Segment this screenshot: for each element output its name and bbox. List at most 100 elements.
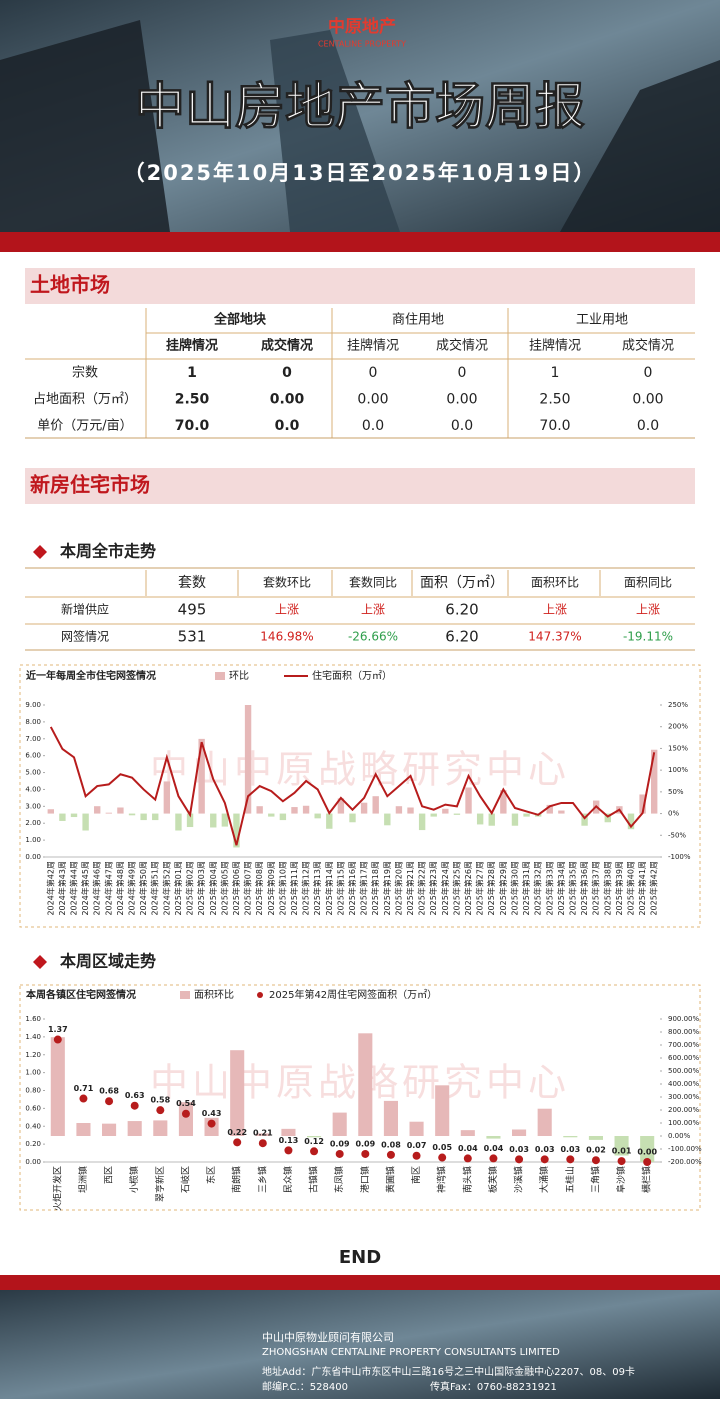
y2-tick-label: 200.00% xyxy=(668,1106,699,1114)
data-label: 0.63 xyxy=(125,1091,145,1100)
cell: 0.00 xyxy=(270,392,305,408)
cell: 70.0 xyxy=(175,418,210,434)
col-header: 面积同比 xyxy=(624,576,672,590)
bar xyxy=(460,1130,475,1136)
x-tick-label: 小榄镇 xyxy=(128,1166,140,1193)
dot xyxy=(310,1147,319,1156)
y2-tick-label: 800.00% xyxy=(668,1028,699,1036)
x-tick-label: 东凤镇 xyxy=(333,1166,345,1193)
dot xyxy=(284,1146,293,1155)
data-label: 0.01 xyxy=(612,1147,632,1156)
cell: 531 xyxy=(178,628,207,646)
cell: 0.0 xyxy=(362,418,384,434)
col-header: 套数 xyxy=(178,575,206,591)
x-tick-label: 2025年第22周 xyxy=(417,861,427,916)
x-tick-label: 2025年第40周 xyxy=(625,861,635,916)
sub-header: 成交情况 xyxy=(622,338,674,354)
data-label: 0.13 xyxy=(279,1136,299,1145)
bar xyxy=(307,1136,322,1138)
y-tick-label: 0.40 xyxy=(25,1122,41,1130)
footer-postcode: 邮编P.C.：528400 xyxy=(262,1380,348,1393)
y-tick-label: 1.00 xyxy=(25,1069,41,1077)
bar xyxy=(105,812,113,814)
bar xyxy=(639,794,646,814)
y-tick-label: 1.00 xyxy=(25,836,41,844)
bar xyxy=(360,802,368,814)
legend-swatch xyxy=(180,991,190,999)
bar xyxy=(442,808,449,814)
data-label: 0.07 xyxy=(407,1141,427,1150)
x-tick-label: 2025年第41周 xyxy=(637,861,647,916)
cell: 0 xyxy=(458,365,467,381)
cell: 上涨 xyxy=(543,602,567,617)
red-band xyxy=(0,232,720,252)
x-tick-label: 2025年第07周 xyxy=(243,861,253,916)
y-tick-label: 1.20 xyxy=(25,1051,41,1059)
y-tick-label: 2.00 xyxy=(25,819,41,827)
footer-company: 中山中原物业顾问有限公司 xyxy=(262,1330,394,1344)
x-tick-label: 火炬开发区 xyxy=(51,1166,63,1211)
dot xyxy=(79,1094,88,1103)
bar xyxy=(337,798,345,814)
bullet xyxy=(33,545,47,559)
legend-label: 2025年第42周住宅网签面积（万㎡） xyxy=(269,988,437,1001)
data-label: 0.03 xyxy=(560,1145,580,1154)
footer-bg xyxy=(0,1290,720,1399)
y-tick-label: 7.00 xyxy=(25,735,41,743)
bar xyxy=(175,813,182,831)
y2-tick-label: 300.00% xyxy=(668,1093,699,1101)
legend-swatch xyxy=(215,672,225,680)
y-tick-label: 0.20 xyxy=(25,1140,41,1148)
y-tick-label: 9.00 xyxy=(25,701,41,709)
bar xyxy=(407,807,414,814)
bar xyxy=(230,1050,245,1136)
bar xyxy=(332,1112,347,1136)
data-label: 0.03 xyxy=(509,1145,529,1154)
group-header: 商住用地 xyxy=(392,313,444,328)
y2-tick-label: 700.00% xyxy=(668,1041,699,1049)
y2-tick-label: -50% xyxy=(668,831,686,839)
x-tick-label: 2025年第32周 xyxy=(533,861,543,916)
bar xyxy=(614,1136,629,1156)
bar xyxy=(563,1136,578,1138)
y2-tick-label: 200% xyxy=(668,723,688,731)
y2-tick-label: -100% xyxy=(668,853,691,861)
bar xyxy=(486,1136,501,1139)
bar xyxy=(198,738,205,814)
row-label: 网签情况 xyxy=(61,629,109,644)
bar xyxy=(140,813,147,821)
x-tick-label: 2025年第10周 xyxy=(277,861,287,916)
x-tick-label: 2025年第31周 xyxy=(521,861,531,916)
section-title: 新房住宅市场 xyxy=(30,473,150,497)
bar xyxy=(558,810,565,814)
bar xyxy=(256,806,263,814)
y2-tick-label: 600.00% xyxy=(668,1054,699,1062)
x-tick-label: 神湾镇 xyxy=(436,1166,448,1193)
section-bar xyxy=(25,268,695,304)
group-header: 工业用地 xyxy=(576,313,628,328)
cell: 0.0 xyxy=(275,418,300,434)
x-tick-label: 2025年第06周 xyxy=(231,861,241,916)
x-tick-label: 翠亨新区 xyxy=(154,1166,166,1202)
x-tick-label: 五桂山 xyxy=(564,1166,576,1193)
bar xyxy=(82,813,89,831)
footer-address: 地址Add：广东省中山市东区中山三路16号之三中山国际金融中心2207、08、0… xyxy=(262,1365,635,1378)
building xyxy=(560,60,720,232)
x-tick-label: 2025年第08周 xyxy=(254,861,264,916)
cell: 1 xyxy=(187,365,197,381)
x-tick-label: 2024年第52周 xyxy=(161,861,171,916)
col-header: 面积（万㎡） xyxy=(420,575,504,591)
x-tick-label: 2025年第05周 xyxy=(219,861,229,916)
bar xyxy=(465,787,472,814)
x-tick-label: 2025年第11周 xyxy=(289,861,299,916)
x-tick-label: 2025年第03周 xyxy=(196,861,206,916)
dot xyxy=(463,1154,472,1163)
x-tick-label: 南朗镇 xyxy=(231,1166,243,1193)
x-tick-label: 2024年第45周 xyxy=(80,861,90,916)
sub-header: 成交情况 xyxy=(261,338,313,354)
cell: 0.0 xyxy=(637,418,659,434)
bar xyxy=(59,813,66,821)
bar xyxy=(210,813,217,828)
bar xyxy=(588,1136,603,1140)
